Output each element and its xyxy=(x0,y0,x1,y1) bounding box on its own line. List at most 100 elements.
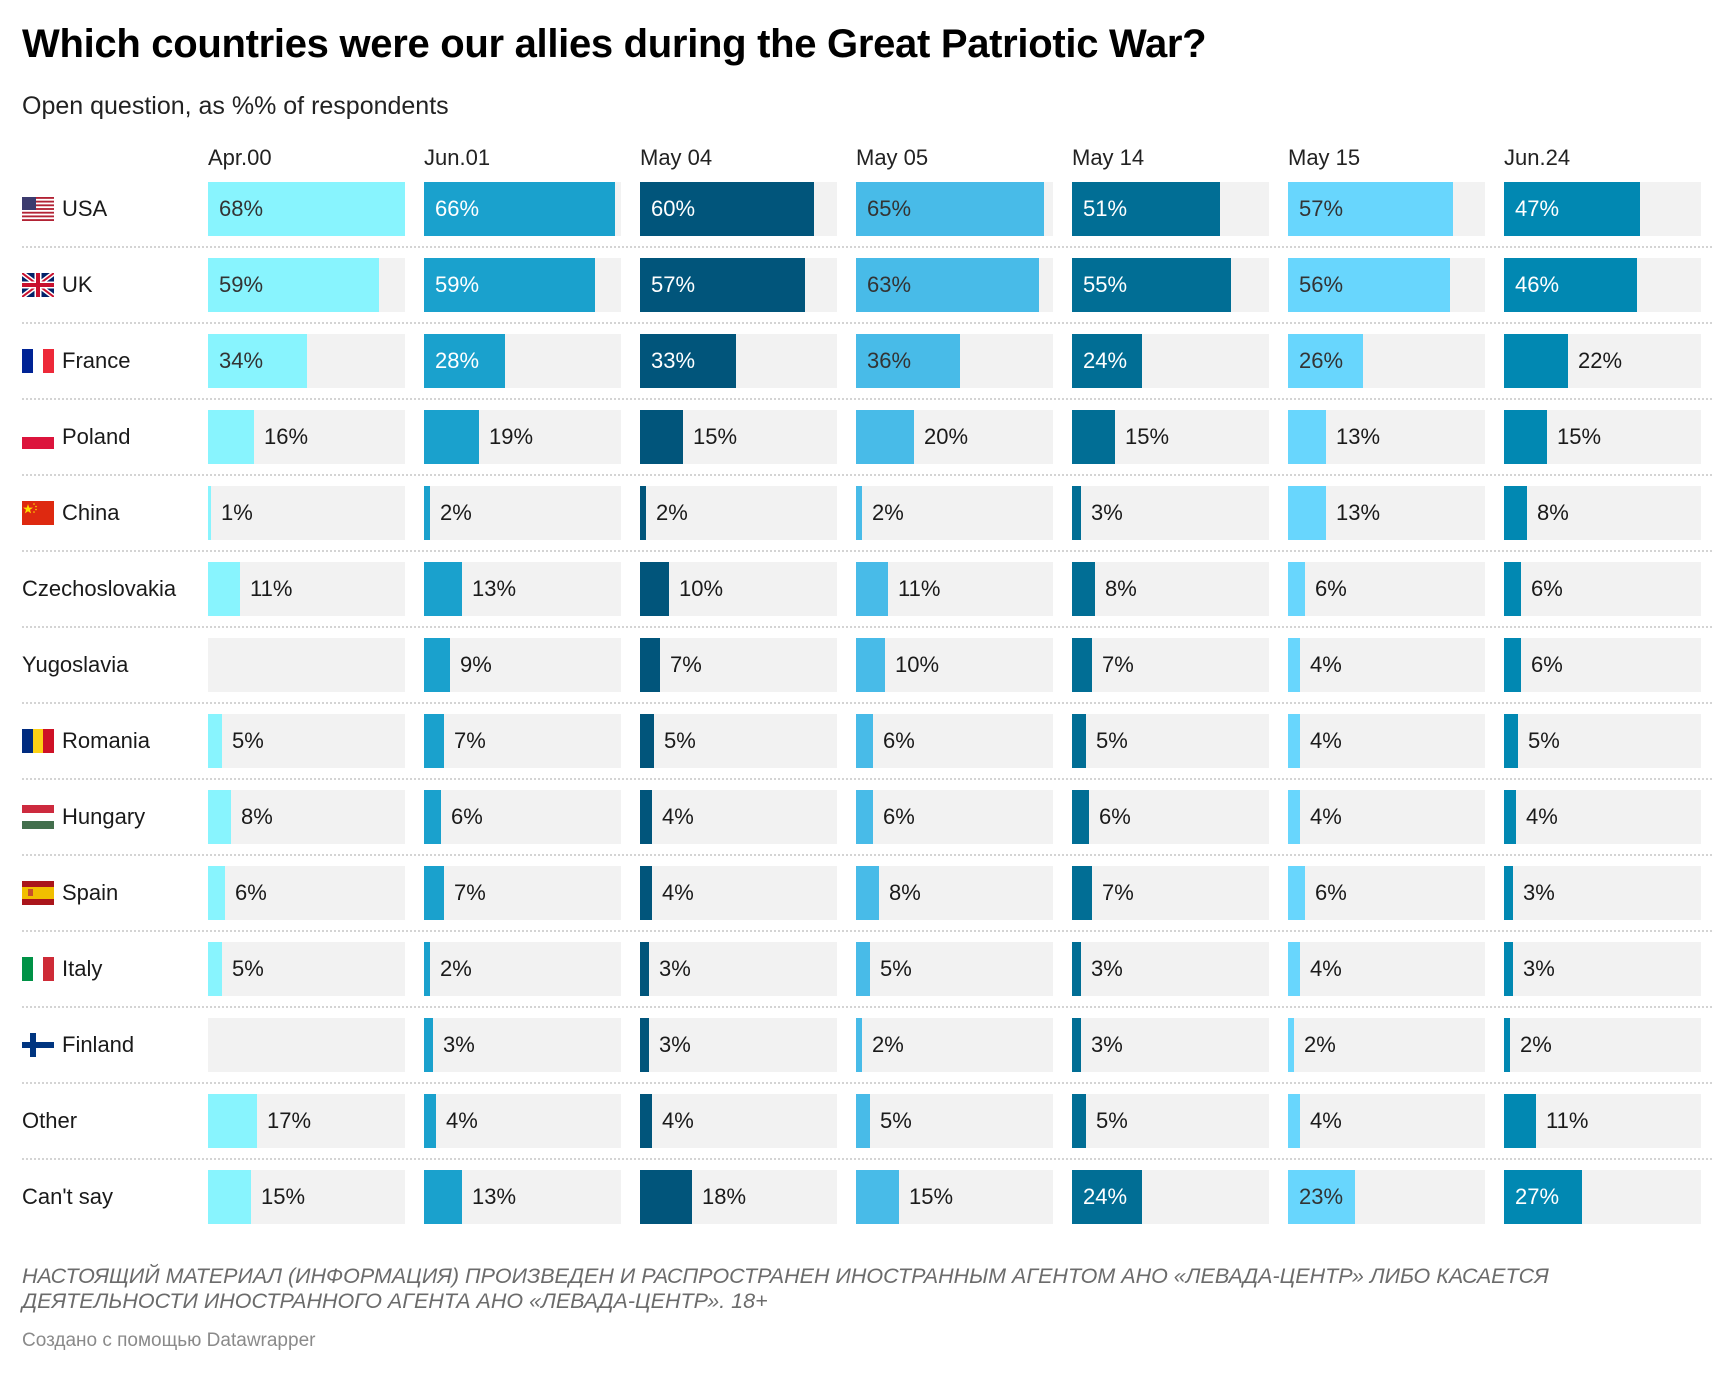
row-label-france: France xyxy=(22,334,130,388)
cell-poland-apr-00: 16% xyxy=(208,410,405,464)
value-label: 13% xyxy=(472,1184,517,1209)
bar-spain-apr-00 xyxy=(208,866,225,920)
value-label: 7% xyxy=(1102,652,1134,677)
bar-other-may-15 xyxy=(1288,1094,1300,1148)
bar-can-t-say-jun-01 xyxy=(424,1170,462,1224)
cell-china-may-14: 3% xyxy=(1072,486,1269,540)
value-label: 46% xyxy=(1515,272,1560,297)
value-label: 3% xyxy=(1091,956,1123,981)
cell-yugoslavia-may-04: 7% xyxy=(640,638,837,692)
cell-other-may-04: 4% xyxy=(640,1094,837,1148)
row-label-finland: Finland xyxy=(22,1018,134,1072)
bar-romania-jun-24 xyxy=(1504,714,1518,768)
bar-poland-may-14 xyxy=(1072,410,1115,464)
cell-czechoslovakia-jun-24: 6% xyxy=(1504,562,1701,616)
bar-usa-may-14 xyxy=(1072,182,1220,236)
value-label: 15% xyxy=(909,1184,954,1209)
bar-italy-jun-01 xyxy=(424,942,430,996)
cell-spain-jun-24: 3% xyxy=(1504,866,1701,920)
value-label: 5% xyxy=(664,728,696,753)
value-label: 11% xyxy=(250,576,293,601)
value-label: 24% xyxy=(1083,348,1128,373)
bar-czechoslovakia-apr-00 xyxy=(208,562,240,616)
cell-france-may-04: 33% xyxy=(640,334,837,388)
bar-hungary-jun-24 xyxy=(1504,790,1516,844)
cell-other-jun-24: 11% xyxy=(1504,1094,1701,1148)
bar-other-jun-24 xyxy=(1504,1094,1536,1148)
datawrapper-credit[interactable]: Создано с помощью Datawrapper xyxy=(22,1330,316,1351)
row-label-text: Other xyxy=(22,1108,78,1133)
value-label: 15% xyxy=(693,424,738,449)
row-label-text: Italy xyxy=(62,956,103,981)
row-label-text: Finland xyxy=(62,1032,135,1057)
value-label: 9% xyxy=(460,652,492,677)
cell-poland-jun-01: 19% xyxy=(424,410,621,464)
bar-other-may-04 xyxy=(640,1094,652,1148)
cell-hungary-apr-00: 8% xyxy=(208,790,405,844)
poland-flag-icon xyxy=(22,425,54,449)
cell-romania-jun-01: 7% xyxy=(424,714,621,768)
value-label: 4% xyxy=(1310,804,1342,829)
bar-poland-jun-24 xyxy=(1504,410,1547,464)
bar-hungary-may-15 xyxy=(1288,790,1300,844)
cell-czechoslovakia-may-14: 8% xyxy=(1072,562,1269,616)
cell-uk-jun-01: 59% xyxy=(424,258,621,312)
bar-usa-jun-01 xyxy=(424,182,615,236)
italy-flag-icon xyxy=(22,957,54,981)
bar-uk-may-05 xyxy=(856,258,1039,312)
value-label: 11% xyxy=(1546,1108,1589,1133)
bar-spain-may-05 xyxy=(856,866,879,920)
value-label: 33% xyxy=(651,348,696,373)
value-label: 8% xyxy=(241,804,273,829)
cell-italy-apr-00: 5% xyxy=(208,942,405,996)
cell-italy-may-05: 5% xyxy=(856,942,1053,996)
bar-italy-may-04 xyxy=(640,942,649,996)
bar-china-may-15 xyxy=(1288,486,1326,540)
cell-usa-may-15: 57% xyxy=(1288,182,1485,236)
value-label: 2% xyxy=(440,956,472,981)
bar-usa-apr-00 xyxy=(208,182,405,236)
value-label: 51% xyxy=(1083,196,1128,221)
value-label: 2% xyxy=(440,500,472,525)
bar-yugoslavia-may-05 xyxy=(856,638,885,692)
cell-france-jun-24: 22% xyxy=(1504,334,1701,388)
cell-usa-may-04: 60% xyxy=(640,182,837,236)
bar-uk-may-14 xyxy=(1072,258,1231,312)
bar-poland-jun-01 xyxy=(424,410,479,464)
value-label: 3% xyxy=(443,1032,475,1057)
bar-finland-may-04 xyxy=(640,1018,649,1072)
cell-poland-may-15: 13% xyxy=(1288,410,1485,464)
bar-romania-apr-00 xyxy=(208,714,222,768)
cell-italy-may-04: 3% xyxy=(640,942,837,996)
bar-czechoslovakia-jun-24 xyxy=(1504,562,1521,616)
value-label: 57% xyxy=(651,272,696,297)
footer-disclaimer: НАСТОЯЩИЙ МАТЕРИАЛ (ИНФОРМАЦИЯ) ПРОИЗВЕД… xyxy=(22,1264,1549,1313)
cell-can-t-say-may-04: 18% xyxy=(640,1170,837,1224)
value-label: 63% xyxy=(867,272,912,297)
cell-china-apr-00: 1% xyxy=(208,486,405,540)
value-label: 6% xyxy=(1099,804,1131,829)
cell-usa-apr-00: 68% xyxy=(208,182,405,236)
bar-italy-may-15 xyxy=(1288,942,1300,996)
row-label-text: Romania xyxy=(62,728,151,753)
cell-romania-jun-24: 5% xyxy=(1504,714,1701,768)
cell-poland-may-04: 15% xyxy=(640,410,837,464)
value-label: 18% xyxy=(702,1184,747,1209)
cell-poland-jun-24: 15% xyxy=(1504,410,1701,464)
cell-romania-may-14: 5% xyxy=(1072,714,1269,768)
cell-yugoslavia-jun-01: 9% xyxy=(424,638,621,692)
bar-romania-may-15 xyxy=(1288,714,1300,768)
cell-france-may-05: 36% xyxy=(856,334,1053,388)
value-label: 56% xyxy=(1299,272,1344,297)
bar-finland-jun-24 xyxy=(1504,1018,1510,1072)
bar-poland-may-15 xyxy=(1288,410,1326,464)
value-label: 24% xyxy=(1083,1184,1128,1209)
value-label: 5% xyxy=(880,1108,912,1133)
bar-finland-may-05 xyxy=(856,1018,862,1072)
value-label: 5% xyxy=(232,728,264,753)
cell-italy-jun-24: 3% xyxy=(1504,942,1701,996)
bar-yugoslavia-jun-24 xyxy=(1504,638,1521,692)
row-label-poland: Poland xyxy=(22,410,131,464)
value-label: 2% xyxy=(1304,1032,1336,1057)
value-label: 4% xyxy=(1310,652,1342,677)
